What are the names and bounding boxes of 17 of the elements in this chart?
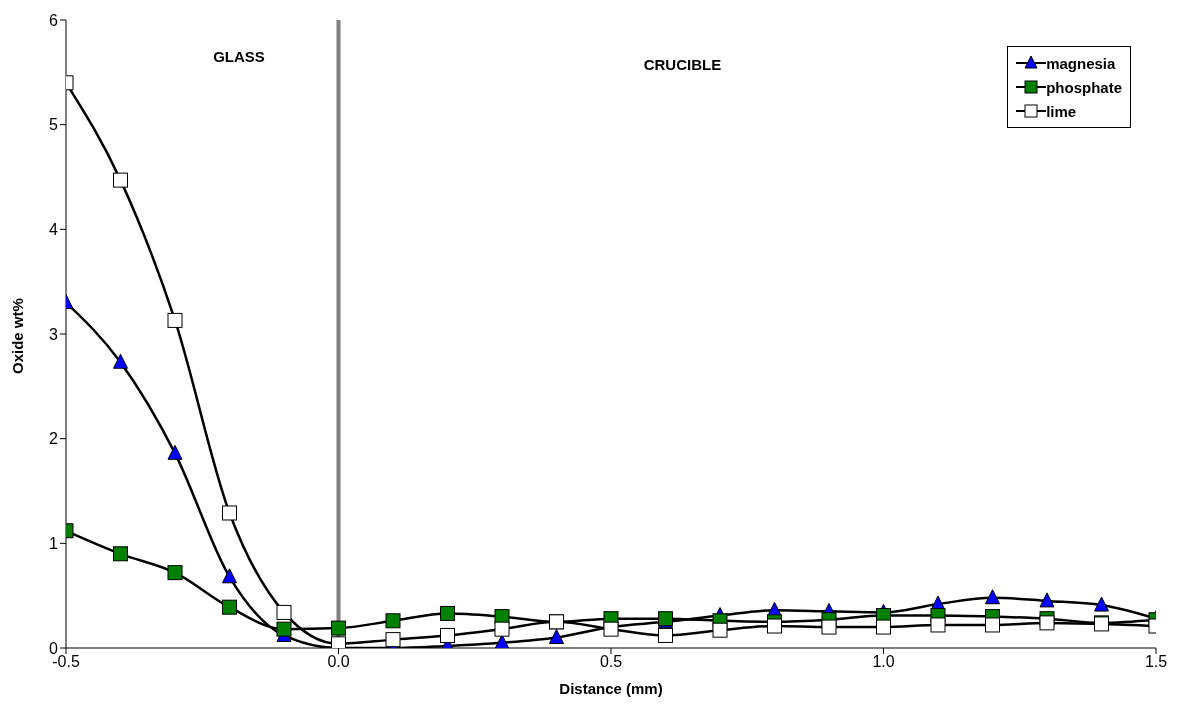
annotation: GLASS bbox=[213, 48, 265, 65]
legend-label: phosphate bbox=[1046, 78, 1122, 96]
legend-label: lime bbox=[1046, 102, 1077, 120]
legend-label: magnesia bbox=[1046, 54, 1116, 72]
y-tick-label: 1 bbox=[49, 535, 59, 553]
y-tick-label: 2 bbox=[49, 430, 59, 448]
y-tick-label: 5 bbox=[49, 116, 59, 134]
y-axis-title: Oxide wt% bbox=[9, 298, 27, 374]
y-tick-label: 6 bbox=[49, 11, 59, 29]
y-tick-label: 3 bbox=[49, 325, 59, 343]
y-tick-label: 4 bbox=[49, 221, 59, 239]
x-tick-label: 0.5 bbox=[599, 653, 623, 671]
x-axis-title: Distance (mm) bbox=[559, 680, 663, 697]
x-tick-label: 0.0 bbox=[327, 653, 350, 671]
x-tick-label: 1.5 bbox=[1144, 653, 1168, 671]
x-tick-label: 1.0 bbox=[872, 653, 895, 671]
annotation: CRUCIBLE bbox=[643, 56, 722, 73]
